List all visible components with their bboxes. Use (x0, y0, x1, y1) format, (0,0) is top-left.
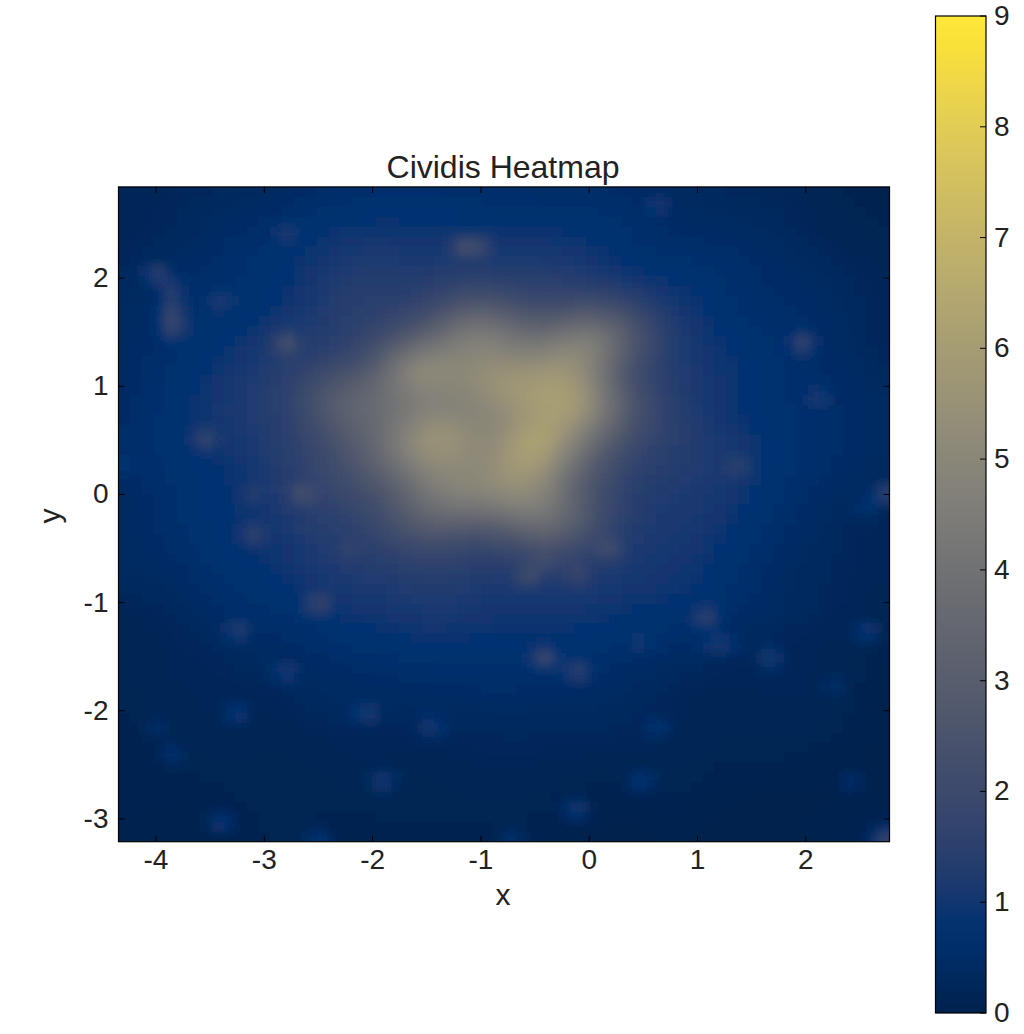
svg-text:Cividis Heatmap: Cividis Heatmap (387, 149, 620, 185)
svg-text:8: 8 (994, 111, 1010, 142)
svg-text:9: 9 (994, 0, 1010, 31)
svg-text:1: 1 (690, 844, 706, 875)
svg-text:1: 1 (93, 370, 109, 401)
svg-text:-2: -2 (84, 695, 109, 726)
svg-text:6: 6 (994, 332, 1010, 363)
svg-text:3: 3 (994, 665, 1010, 696)
svg-text:-4: -4 (144, 844, 169, 875)
svg-text:-3: -3 (252, 844, 277, 875)
svg-text:-1: -1 (468, 844, 493, 875)
svg-text:0: 0 (93, 478, 109, 509)
svg-text:-1: -1 (84, 587, 109, 618)
svg-text:7: 7 (994, 222, 1010, 253)
svg-text:2: 2 (798, 844, 814, 875)
svg-text:4: 4 (994, 554, 1010, 585)
svg-text:y: y (33, 509, 66, 524)
svg-text:1: 1 (994, 886, 1010, 917)
svg-text:0: 0 (581, 844, 597, 875)
svg-text:0: 0 (994, 997, 1010, 1028)
svg-text:-2: -2 (360, 844, 385, 875)
svg-text:2: 2 (994, 775, 1010, 806)
svg-text:-3: -3 (84, 803, 109, 834)
svg-text:2: 2 (93, 262, 109, 293)
svg-text:5: 5 (994, 443, 1010, 474)
svg-text:x: x (496, 878, 511, 911)
